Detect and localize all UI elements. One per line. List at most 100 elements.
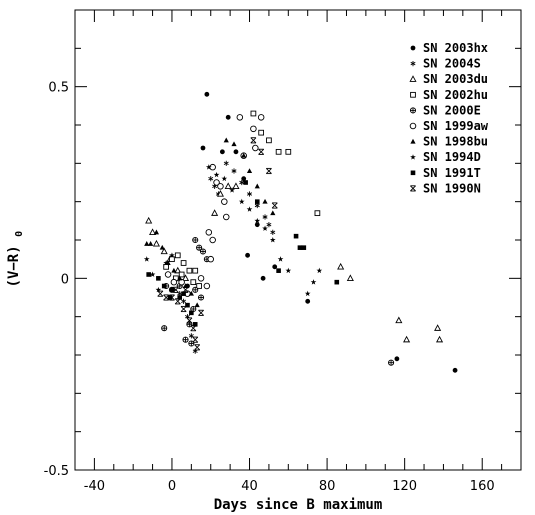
data-point	[208, 176, 214, 182]
data-point	[231, 168, 237, 174]
data-point	[217, 183, 224, 190]
data-point	[334, 279, 340, 285]
y-axis-label-main: (V−R)	[6, 245, 22, 287]
data-point	[388, 359, 395, 366]
data-point	[266, 137, 272, 144]
data-point	[181, 274, 190, 281]
data-point	[277, 256, 284, 262]
legend-entry: SN 2003du	[423, 72, 488, 86]
data-point	[186, 317, 193, 324]
legend-entry: SN 1991T	[423, 166, 481, 180]
data-point	[204, 91, 210, 97]
data-point	[209, 236, 216, 244]
data-point	[229, 187, 235, 193]
y-tick-label: -0.5	[44, 464, 69, 479]
data-point	[177, 295, 183, 300]
tick-labels: -40 0 40 80 120 160 -0.5 0 0.5	[44, 81, 495, 494]
data-point	[194, 302, 200, 308]
data-point	[149, 228, 157, 235]
data-point	[262, 225, 268, 231]
data-point	[266, 222, 272, 228]
data-point	[185, 302, 190, 308]
data-point	[171, 267, 177, 273]
data-point	[203, 282, 211, 290]
x-tick-label: 160	[470, 479, 495, 494]
data-point	[305, 298, 311, 304]
data-point	[181, 298, 187, 304]
data-point	[163, 260, 169, 266]
data-point	[196, 244, 203, 251]
data-point	[192, 286, 199, 293]
data-point	[213, 179, 220, 186]
data-point	[207, 255, 214, 263]
legend-entry: SN 1994D	[423, 150, 481, 164]
data-point	[250, 137, 257, 144]
data-point	[197, 275, 205, 282]
data-point	[258, 148, 265, 155]
data-point	[247, 191, 252, 197]
data-point	[316, 267, 323, 274]
data-point	[190, 279, 197, 286]
data-point	[181, 291, 186, 296]
data-point	[149, 271, 156, 277]
data-point	[223, 137, 229, 143]
data-point	[192, 322, 198, 327]
data-point	[148, 241, 154, 246]
data-point	[250, 125, 257, 133]
data-point	[172, 286, 179, 293]
data-point	[169, 287, 175, 293]
data-point	[192, 267, 199, 274]
data-point	[231, 141, 237, 147]
data-point	[271, 202, 278, 209]
data-point	[200, 145, 206, 151]
data-point	[174, 252, 181, 259]
data-point	[157, 290, 164, 297]
data-point	[192, 236, 199, 244]
data-point	[197, 294, 205, 301]
data-point	[337, 262, 345, 270]
data-point	[174, 266, 182, 274]
data-point	[232, 182, 240, 189]
x-tick-label: 120	[392, 479, 417, 494]
data-point	[346, 274, 354, 281]
data-point	[310, 279, 317, 285]
data-point	[260, 275, 266, 281]
x-tick-label: 80	[319, 479, 336, 494]
data-point	[189, 310, 194, 316]
x-tick-label: -40	[84, 479, 105, 494]
legend-entry: SN 1999aw	[423, 119, 489, 133]
data-point	[178, 271, 185, 278]
data-point	[241, 176, 247, 182]
data-point	[436, 335, 444, 343]
y-tick-label: 0.5	[48, 81, 69, 96]
data-point	[246, 206, 253, 212]
data-point	[233, 149, 239, 155]
data-point	[223, 160, 229, 166]
data-point	[163, 263, 169, 270]
legend-marker	[410, 138, 416, 144]
data-point	[224, 182, 232, 189]
legend-marker	[410, 91, 416, 98]
data-point	[293, 233, 299, 239]
legend-marker	[410, 154, 416, 160]
data-point	[205, 229, 213, 236]
data-point	[394, 356, 400, 362]
legend-entry: SN 2004S	[423, 57, 481, 71]
data-point	[304, 290, 311, 297]
data-point	[169, 256, 175, 263]
legend-marker	[409, 75, 417, 82]
data-point	[164, 271, 172, 278]
legend-entry: SN 1990N	[423, 181, 481, 195]
y-axis-label-group: (V−R) 0	[6, 231, 25, 288]
legend-entry: SN 1998bu	[423, 135, 488, 149]
data-point	[270, 229, 276, 235]
legend-marker	[410, 185, 416, 192]
data-point	[270, 210, 276, 216]
data-point	[216, 190, 224, 197]
data-point	[254, 183, 260, 189]
data-point	[452, 367, 458, 373]
data-point	[153, 229, 160, 235]
data-point	[262, 198, 268, 204]
